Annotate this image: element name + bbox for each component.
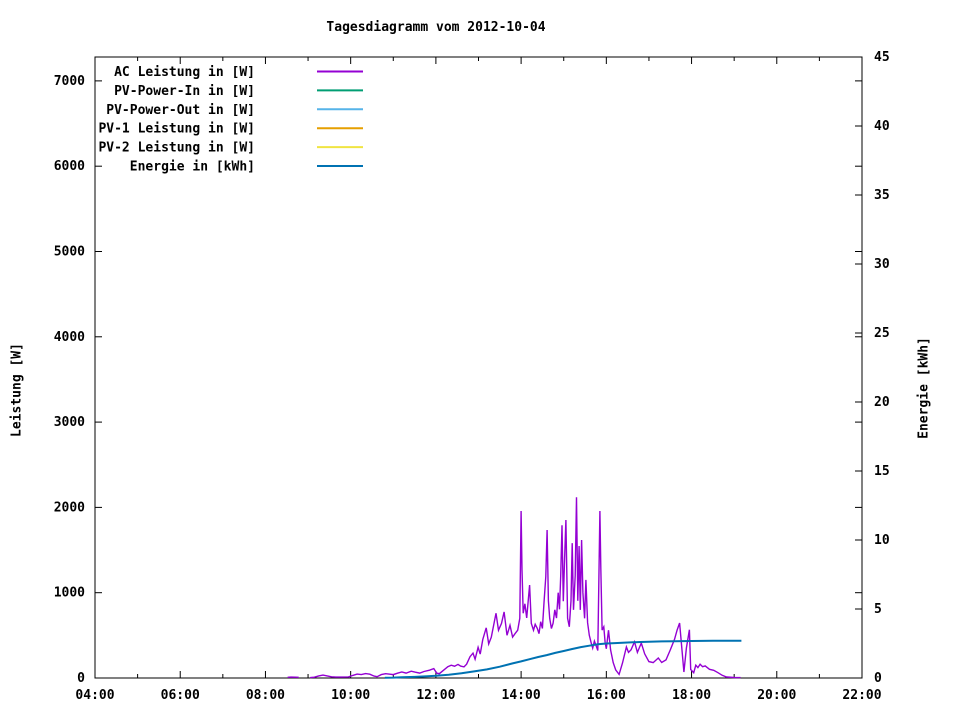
y-left-tick-label: 1000 — [54, 586, 85, 601]
y-left-tick-label: 4000 — [54, 330, 85, 345]
y-right-tick-label: 30 — [874, 257, 890, 272]
series-line-1 — [384, 639, 742, 679]
x-tick-label: 12:00 — [416, 688, 455, 703]
legend-label: PV-Power-In in [W] — [114, 84, 255, 99]
y-left-tick-label: 2000 — [54, 500, 85, 515]
x-tick-label: 20:00 — [757, 688, 796, 703]
series-line-0 — [287, 497, 741, 679]
y-right-tick-label: 20 — [874, 395, 890, 410]
legend-label: PV-2 Leistung in [W] — [98, 141, 255, 156]
y-right-tick-label: 40 — [874, 119, 890, 134]
y-left-tick-label: 7000 — [54, 74, 85, 89]
legend-label: PV-Power-Out in [W] — [106, 103, 255, 118]
y-left-tick-label: 3000 — [54, 415, 85, 430]
x-tick-label: 06:00 — [161, 688, 200, 703]
y-right-tick-label: 25 — [874, 326, 890, 341]
y-left-tick-label: 5000 — [54, 244, 85, 259]
chart-title: Tagesdiagramm vom 2012-10-04 — [326, 20, 546, 35]
x-tick-label: 16:00 — [587, 688, 626, 703]
x-tick-label: 18:00 — [672, 688, 711, 703]
y-right-tick-label: 5 — [874, 602, 882, 617]
x-tick-label: 10:00 — [331, 688, 370, 703]
y-right-tick-label: 35 — [874, 188, 890, 203]
y-left-tick-label: 0 — [77, 671, 85, 686]
x-tick-label: 04:00 — [75, 688, 114, 703]
y-right-tick-label: 15 — [874, 464, 890, 479]
y-right-tick-label: 0 — [874, 671, 882, 686]
y-right-tick-label: 45 — [874, 50, 890, 65]
x-tick-label: 14:00 — [502, 688, 541, 703]
legend-label: AC Leistung in [W] — [114, 65, 255, 80]
x-tick-label: 08:00 — [246, 688, 285, 703]
legend-label: Energie in [kWh] — [130, 160, 255, 175]
x-tick-label: 22:00 — [842, 688, 881, 703]
legend-label: PV-1 Leistung in [W] — [98, 122, 255, 137]
y-left-tick-label: 6000 — [54, 159, 85, 174]
y-right-tick-label: 10 — [874, 533, 890, 548]
